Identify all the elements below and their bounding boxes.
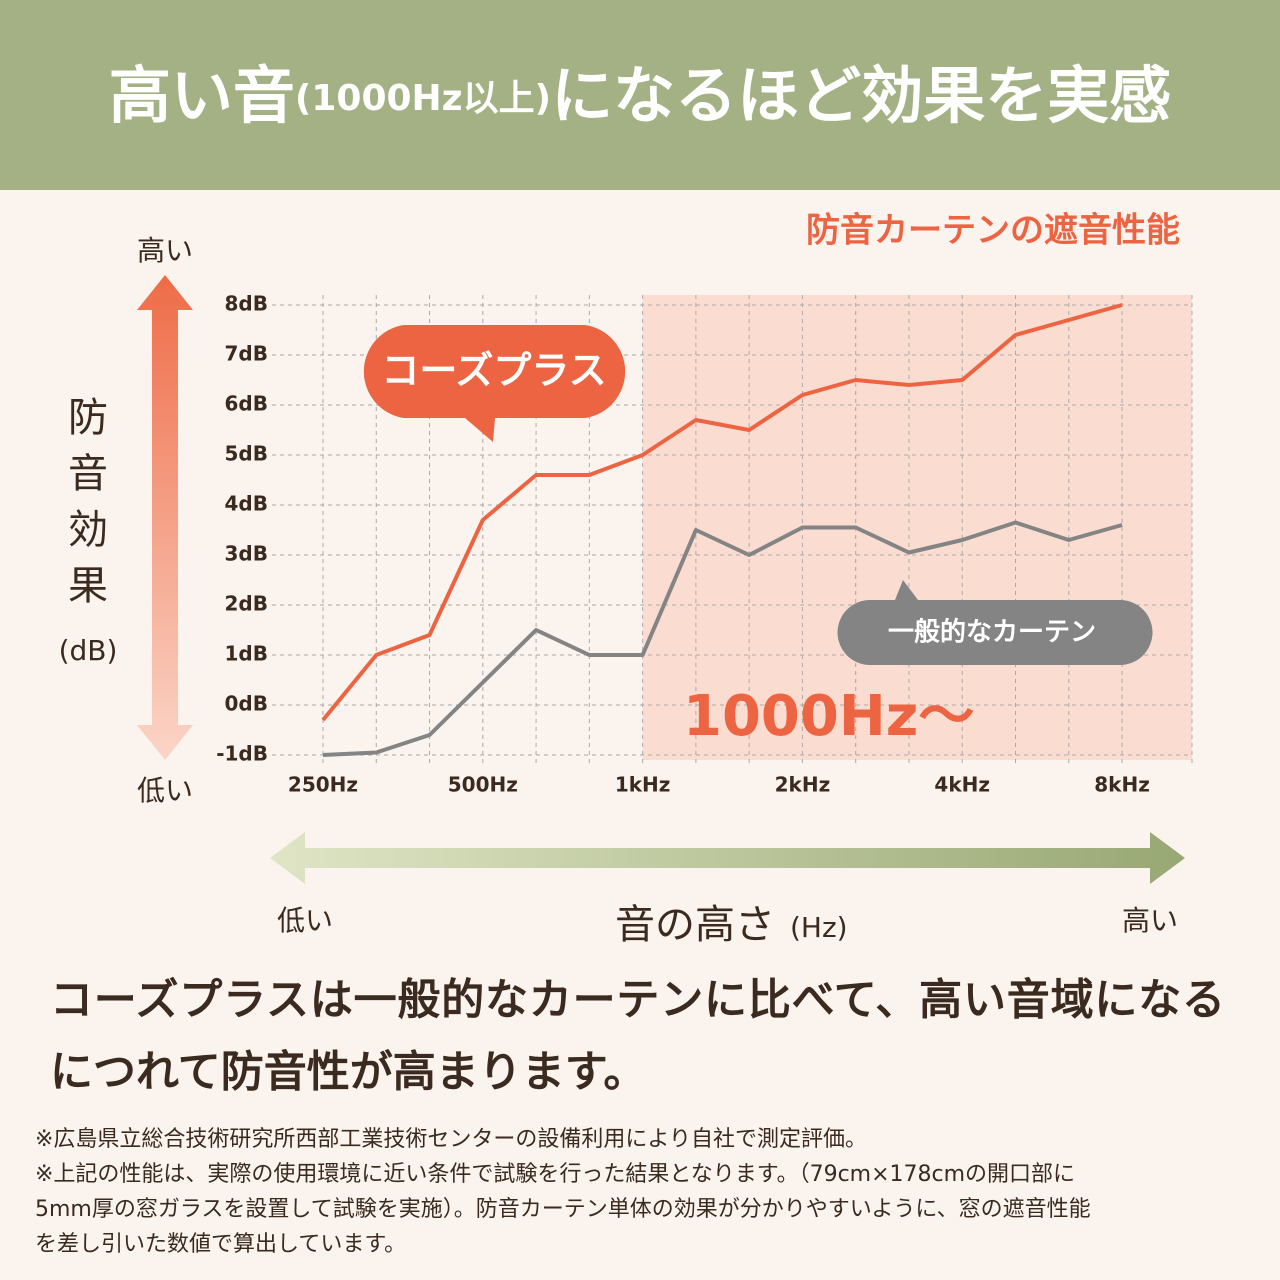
- x-axis-unit: (Hz): [790, 911, 848, 944]
- x-tick-label: 1kHz: [615, 773, 671, 797]
- y-tick-label: 8dB: [225, 292, 268, 316]
- header-band: [0, 0, 1280, 190]
- x-axis-label: 音の高さ: [615, 902, 775, 948]
- y-tick-label: 2dB: [225, 592, 268, 616]
- series-line: [321, 303, 1123, 722]
- x-tick-label: 2kHz: [775, 773, 831, 797]
- y-axis-label: 効: [68, 507, 108, 553]
- body-text: コーズプラスは一般的なカーテンに比べて、高い音域になる: [50, 976, 1225, 1026]
- y-low-label: 低い: [137, 774, 193, 807]
- series-line: [322, 520, 1123, 757]
- callout-bubble: [837, 580, 1153, 665]
- y-tick-label: 0dB: [225, 692, 268, 716]
- legend-entry: 一般的なカーテン: [888, 617, 1096, 648]
- x-high-label: 高い: [1122, 904, 1178, 937]
- body-text: につれて防音性が高まります。: [50, 1048, 646, 1098]
- legend-entry: コーズプラス: [381, 349, 606, 393]
- x-tick-label: 250Hz: [288, 773, 358, 797]
- y-tick-label: -1dB: [216, 742, 268, 766]
- y-tick-label: 1dB: [225, 642, 268, 666]
- y-tick-label: 5dB: [225, 442, 268, 466]
- y-axis-label: (dB): [59, 634, 118, 667]
- y-tick-label: 4dB: [225, 492, 268, 516]
- title-part: になるほど効果を実感: [551, 59, 1171, 132]
- shaded-label: 1000Hz〜: [683, 684, 974, 749]
- x-tick-label: 500Hz: [448, 773, 518, 797]
- x-low-label: 低い: [277, 904, 333, 937]
- chart-title: 防音カーテンの遮音性能: [806, 211, 1180, 251]
- y-axis-label: 音: [68, 451, 108, 497]
- y-tick-label: 3dB: [225, 542, 268, 566]
- header-title: 高い音(1000Hz以上)になるほど効果を実感: [109, 59, 1171, 132]
- footnote: を差し引いた数値で算出しています。: [35, 1232, 406, 1257]
- y-axis-label: 果: [68, 563, 108, 609]
- title-part: (1000Hz以上): [295, 78, 551, 119]
- x-arrow: [270, 832, 1185, 884]
- callout-bubble: [363, 325, 626, 442]
- footnote: 5mm厚の窓ガラスを設置して試験を実施）。防音カーテン単体の効果が分かりやすいよ…: [35, 1197, 1091, 1222]
- y-tick-label: 7dB: [225, 342, 268, 366]
- x-tick-label: 8kHz: [1094, 773, 1150, 797]
- y-high-label: 高い: [137, 234, 193, 267]
- footnote: ※上記の性能は、実際の使用環境に近い条件で試験を行った結果となります。（79cm…: [35, 1162, 1075, 1187]
- shaded-region: [642, 295, 1192, 760]
- y-tick-label: 6dB: [225, 392, 268, 416]
- y-axis-label: 防: [68, 395, 108, 441]
- y-arrow: [137, 275, 193, 760]
- title-part: 高い音: [109, 59, 295, 132]
- x-tick-label: 4kHz: [934, 773, 990, 797]
- footnote: ※広島県立総合技術研究所西部工業技術センターの設備利用により自社で測定評価。: [35, 1127, 867, 1152]
